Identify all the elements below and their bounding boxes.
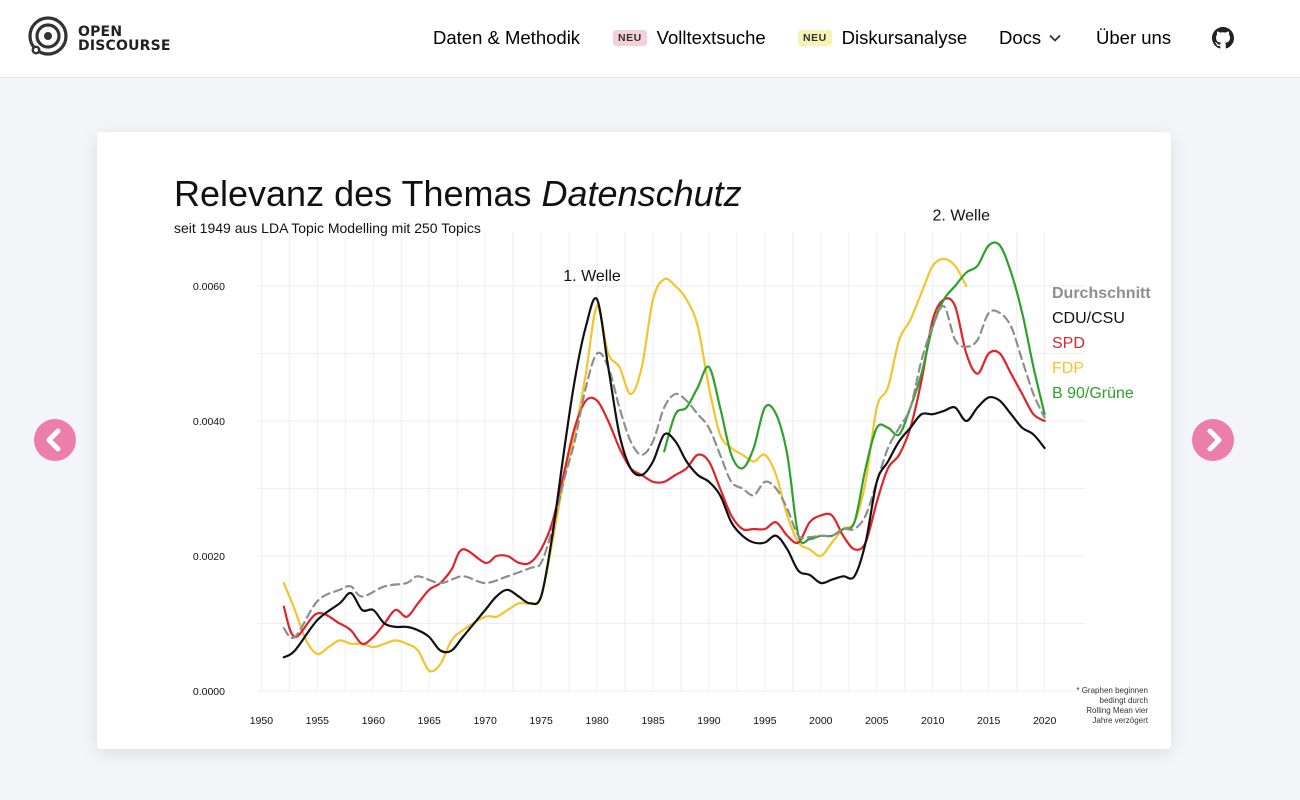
x-tick-label: 2000 [809, 715, 833, 727]
x-tick-label: 2010 [921, 715, 945, 727]
x-tick-label: 1950 [250, 715, 274, 727]
nav-item-volltextsuche[interactable]: NEU Volltextsuche [613, 27, 766, 49]
chart-grid [257, 232, 1085, 692]
nav-label: Docs [999, 27, 1042, 48]
y-tick-label: 0.0060 [193, 281, 225, 293]
chart-annotation: 2. Welle [933, 207, 991, 224]
x-tick-label: 1990 [697, 715, 721, 727]
x-tick-label: 2020 [1033, 715, 1057, 727]
nav-item-daten-methodik[interactable]: Daten & Methodik [433, 27, 580, 49]
series-line-durchschnitt [282, 304, 1046, 640]
series-line-b-90-gr-ne [663, 241, 1046, 545]
logo-line-2: DISCOURSE [78, 38, 171, 54]
chevron-right-icon [1207, 428, 1222, 452]
series-line-spd [282, 297, 1046, 646]
chevron-left-icon [46, 428, 61, 452]
chart-footnote-line: * Graphen beginnen [1076, 686, 1148, 695]
chart-footnote-line: Jahre verzögert [1092, 716, 1148, 725]
new-badge: NEU [613, 30, 647, 46]
nav-label: Über uns [1096, 27, 1172, 48]
y-tick-label: 0.0000 [193, 686, 225, 698]
nav-label: Daten & Methodik [433, 27, 581, 48]
chart-annotation: 1. Welle [563, 268, 621, 285]
legend-entry: FDP [1052, 360, 1084, 377]
x-tick-label: 1980 [585, 715, 609, 727]
carousel-next-button[interactable] [1192, 419, 1234, 461]
legend-entry: CDU/CSU [1052, 310, 1125, 327]
logo-line-1: OPEN [78, 24, 123, 40]
nav-item-ueber-uns[interactable]: Über uns [1096, 27, 1171, 49]
chart-footnote-line: bedingt durch [1100, 696, 1148, 705]
chart-subtitle: seit 1949 aus LDA Topic Modelling mit 25… [174, 220, 481, 236]
nav-label: Diskursanalyse [841, 27, 968, 48]
x-tick-label: 1985 [641, 715, 665, 727]
topic-relevance-line-chart: 1950 1955 1960 1965 1970 1975 1980 1985 1990 1995… [174, 173, 1151, 727]
x-tick-label: 1965 [418, 715, 442, 727]
x-tick-label: 2005 [865, 715, 889, 727]
y-tick-label: 0.0020 [193, 551, 225, 563]
new-badge: NEU [798, 30, 832, 46]
chart-series [282, 241, 1046, 673]
x-tick-label: 1970 [473, 715, 497, 727]
open-discourse-logo-icon [28, 16, 68, 56]
logo-text: OPEN DISCOURSE [78, 25, 171, 53]
x-tick-label: 1995 [753, 715, 777, 727]
chart-title: Relevanz des Themas Datenschutz [174, 173, 742, 214]
series-line-cdu-csu [282, 297, 1046, 659]
y-tick-label: 0.0040 [193, 416, 225, 428]
chart-labels: 1950 1955 1960 1965 1970 1975 1980 1985 1990 1995… [193, 207, 1151, 727]
top-navigation-bar: OPEN DISCOURSE Daten & Methodik NEU Vollt… [0, 0, 1300, 78]
x-tick-label: 2015 [977, 715, 1001, 727]
legend-entry: B 90/Grüne [1052, 385, 1134, 402]
chart-card: 1950 1955 1960 1965 1970 1975 1980 1985 1990 1995… [97, 132, 1171, 749]
nav-label: Volltextsuche [656, 27, 766, 48]
carousel-prev-button[interactable] [34, 419, 76, 461]
nav-item-diskursanalyse[interactable]: NEU Diskursanalyse [798, 27, 967, 49]
x-tick-label: 1955 [306, 715, 330, 727]
chevron-down-icon [1049, 34, 1061, 42]
x-tick-label: 1960 [362, 715, 386, 727]
github-icon[interactable] [1212, 27, 1234, 49]
logo[interactable]: OPEN DISCOURSE [28, 14, 188, 64]
chart-footnote-line: Rolling Mean vier [1086, 706, 1148, 715]
nav-item-docs[interactable]: Docs [999, 27, 1061, 49]
legend-entry: Durchschnitt [1052, 285, 1151, 302]
legend-entry: SPD [1052, 335, 1085, 352]
x-tick-label: 1975 [529, 715, 553, 727]
